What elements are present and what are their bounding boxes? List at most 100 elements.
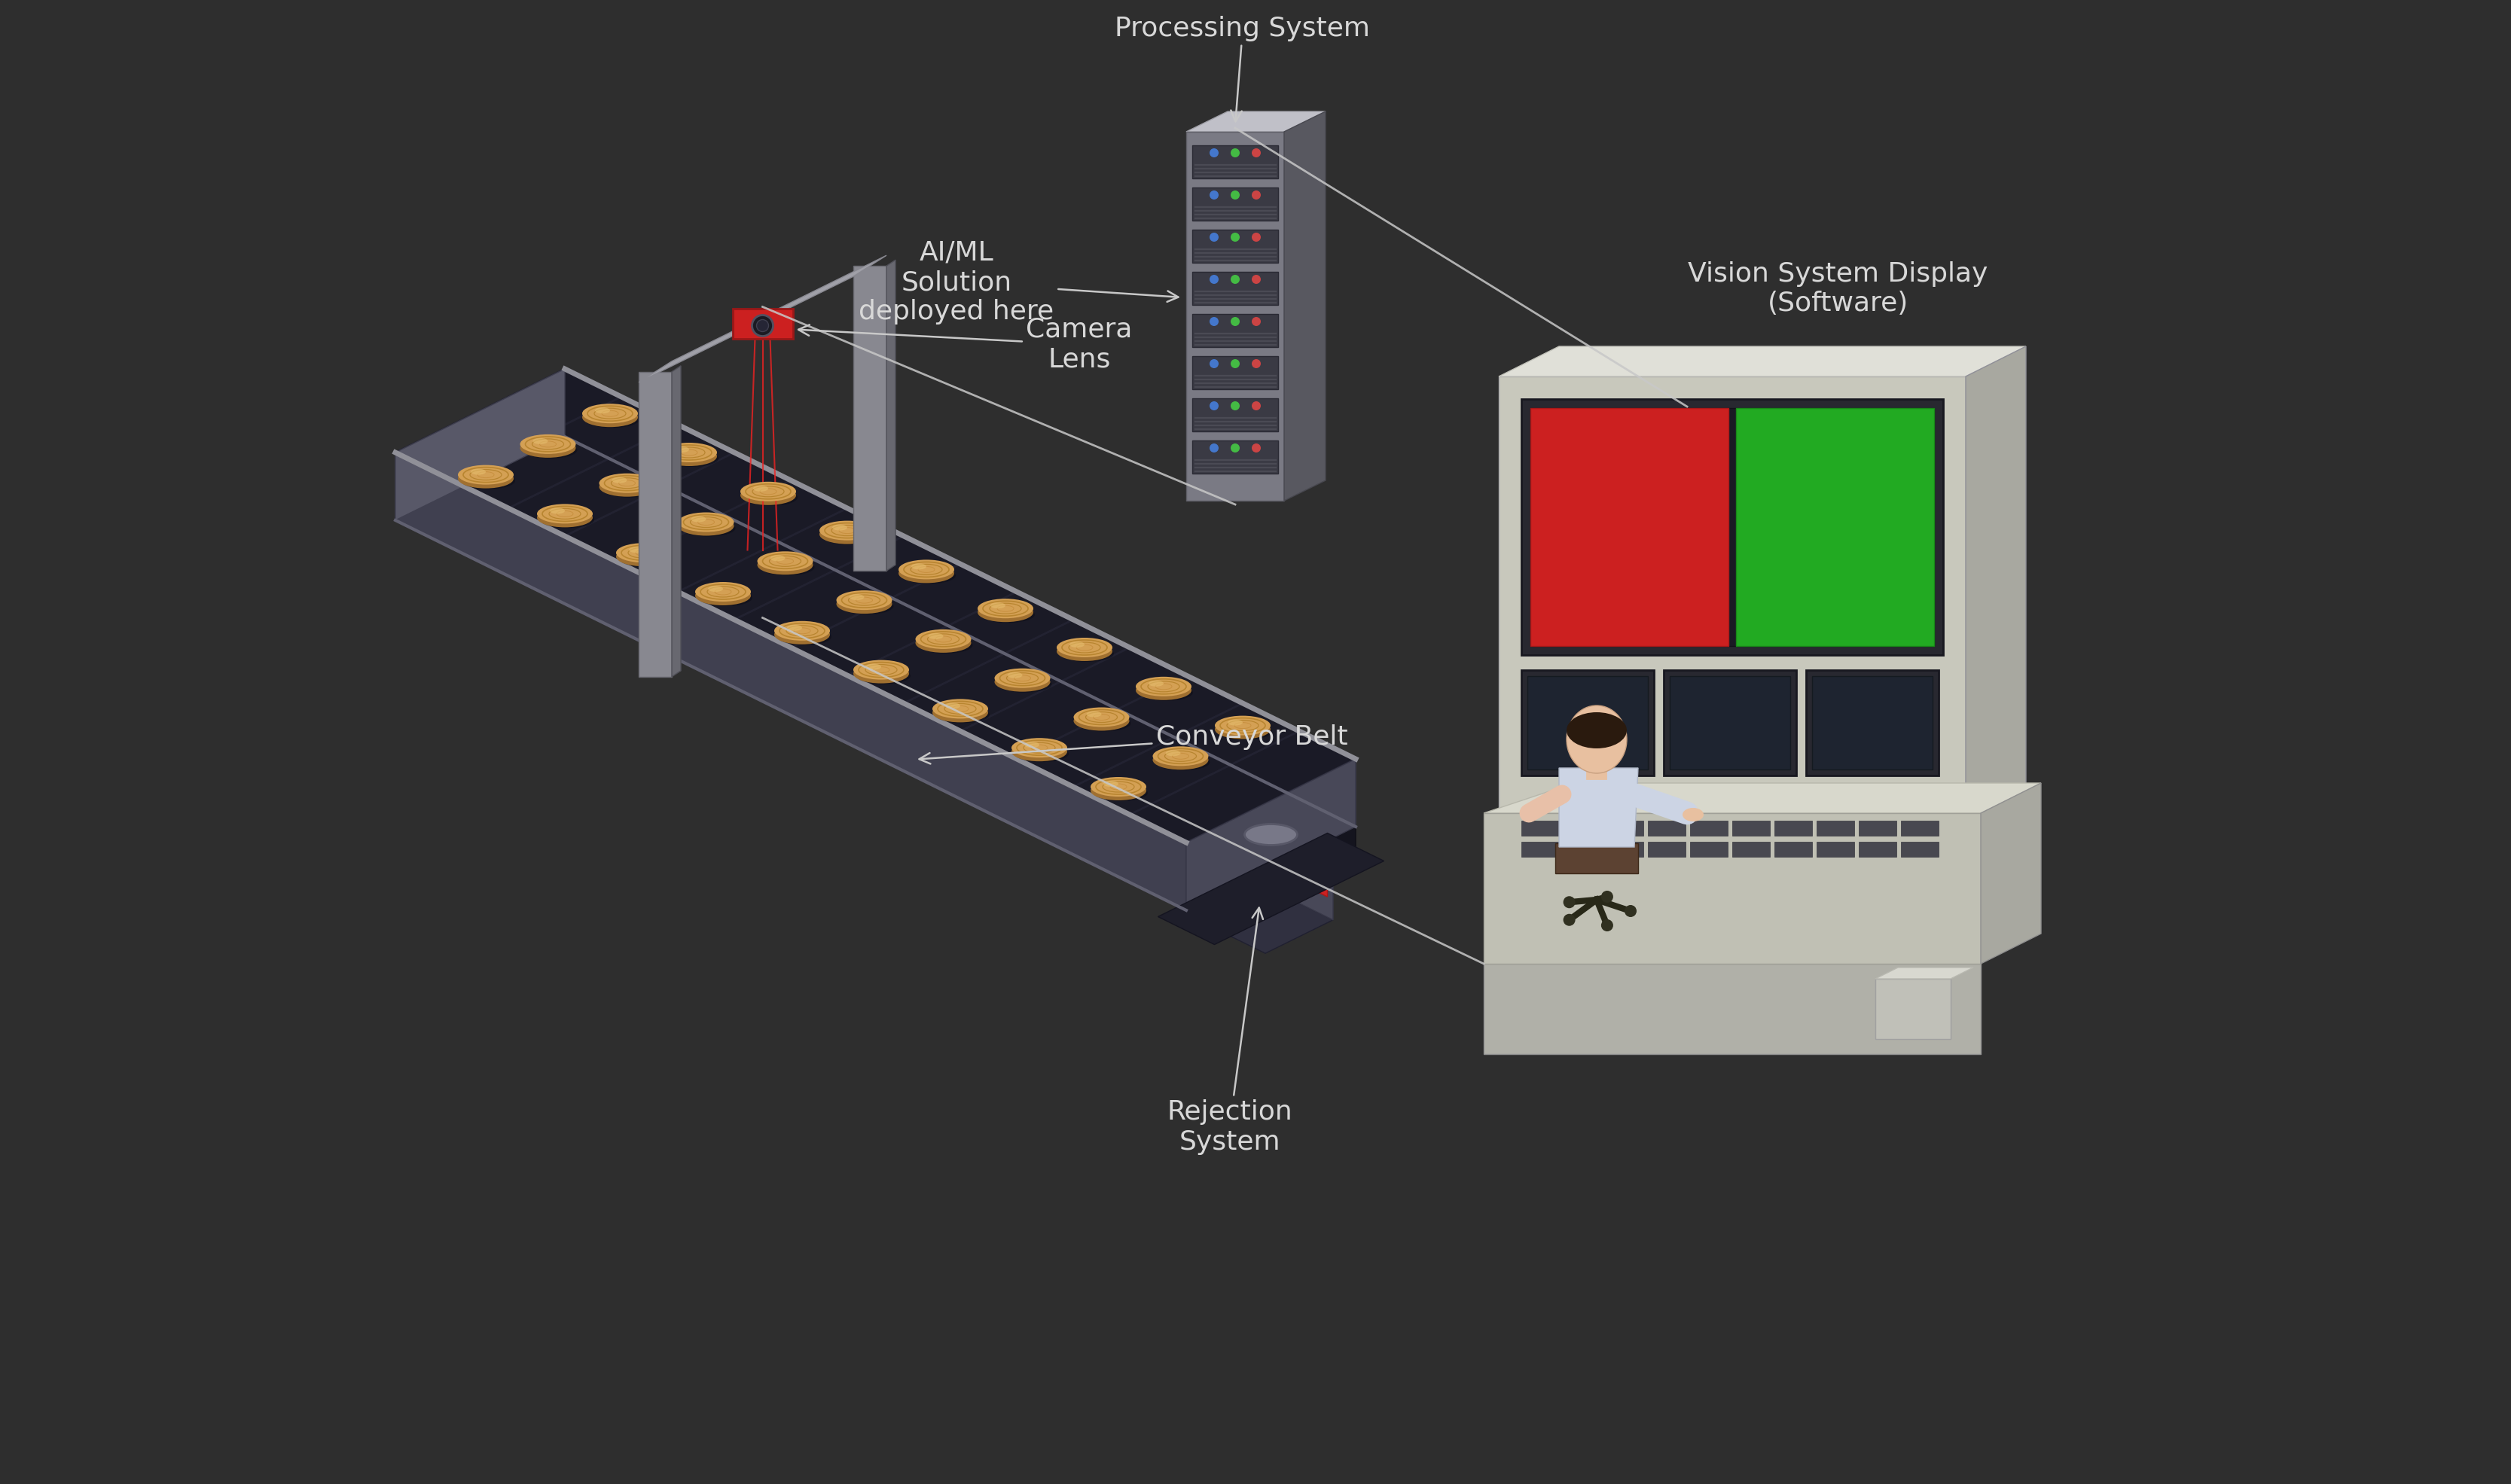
Polygon shape <box>1484 963 1981 1054</box>
Polygon shape <box>1193 378 1276 380</box>
Circle shape <box>1210 190 1218 199</box>
Polygon shape <box>1193 424 1276 426</box>
Ellipse shape <box>932 699 989 718</box>
Ellipse shape <box>673 447 688 453</box>
Text: Processing System: Processing System <box>1115 16 1371 122</box>
Ellipse shape <box>929 634 944 640</box>
Circle shape <box>1230 318 1240 326</box>
Polygon shape <box>1193 171 1276 174</box>
Circle shape <box>1230 444 1240 453</box>
Polygon shape <box>1966 346 2026 813</box>
Polygon shape <box>1193 332 1276 334</box>
Ellipse shape <box>1014 745 1070 763</box>
Polygon shape <box>1193 214 1276 215</box>
Ellipse shape <box>620 551 673 567</box>
Ellipse shape <box>932 703 989 723</box>
Ellipse shape <box>1090 781 1148 800</box>
Ellipse shape <box>994 672 1050 692</box>
Circle shape <box>1210 318 1218 326</box>
Polygon shape <box>1529 408 1728 646</box>
Polygon shape <box>1554 843 1637 874</box>
Polygon shape <box>1193 301 1276 303</box>
Ellipse shape <box>1090 778 1148 797</box>
Ellipse shape <box>532 438 547 444</box>
Polygon shape <box>1283 111 1326 500</box>
Ellipse shape <box>901 567 957 583</box>
Ellipse shape <box>537 508 593 527</box>
Polygon shape <box>1193 255 1276 258</box>
Ellipse shape <box>1148 681 1163 687</box>
Polygon shape <box>394 370 565 521</box>
Ellipse shape <box>660 447 718 466</box>
Ellipse shape <box>628 546 643 554</box>
Ellipse shape <box>917 629 972 649</box>
Circle shape <box>1230 401 1240 411</box>
Ellipse shape <box>982 607 1035 623</box>
Circle shape <box>1602 890 1612 902</box>
Ellipse shape <box>997 675 1052 693</box>
Circle shape <box>1210 275 1218 283</box>
Polygon shape <box>1193 441 1278 473</box>
Polygon shape <box>1522 399 1944 654</box>
Polygon shape <box>1193 289 1276 292</box>
Circle shape <box>1564 896 1574 908</box>
Ellipse shape <box>1075 711 1130 730</box>
Ellipse shape <box>919 637 972 653</box>
Polygon shape <box>1193 230 1278 263</box>
Ellipse shape <box>911 564 927 570</box>
Polygon shape <box>1306 862 1328 896</box>
Ellipse shape <box>583 404 638 423</box>
Polygon shape <box>1876 979 1951 1039</box>
Circle shape <box>1210 233 1218 242</box>
Circle shape <box>1230 359 1240 368</box>
Circle shape <box>1230 233 1240 242</box>
Ellipse shape <box>778 629 831 646</box>
Ellipse shape <box>615 543 673 562</box>
Polygon shape <box>1690 821 1728 835</box>
Ellipse shape <box>866 663 881 669</box>
Ellipse shape <box>613 478 628 484</box>
Polygon shape <box>1775 841 1813 856</box>
Ellipse shape <box>899 559 954 579</box>
Polygon shape <box>1522 821 1559 835</box>
Circle shape <box>1253 233 1261 242</box>
Ellipse shape <box>773 620 831 641</box>
Ellipse shape <box>758 555 814 574</box>
Polygon shape <box>1735 408 1933 646</box>
Polygon shape <box>1193 272 1278 304</box>
Ellipse shape <box>1012 742 1067 761</box>
Ellipse shape <box>462 472 515 490</box>
Ellipse shape <box>856 668 911 684</box>
Ellipse shape <box>1007 672 1022 678</box>
Polygon shape <box>1901 841 1938 856</box>
Circle shape <box>1253 190 1261 199</box>
Polygon shape <box>1564 841 1602 856</box>
Polygon shape <box>638 372 673 677</box>
Polygon shape <box>1193 459 1276 462</box>
Polygon shape <box>1288 850 1333 920</box>
Ellipse shape <box>1077 715 1130 732</box>
Polygon shape <box>1484 784 2041 813</box>
Circle shape <box>1253 444 1261 453</box>
Circle shape <box>1210 401 1218 411</box>
Ellipse shape <box>615 546 673 567</box>
Polygon shape <box>854 266 886 571</box>
Ellipse shape <box>1057 638 1112 657</box>
Polygon shape <box>1193 217 1276 220</box>
Polygon shape <box>1220 898 1333 953</box>
Polygon shape <box>1981 784 2041 963</box>
Ellipse shape <box>678 512 733 531</box>
Polygon shape <box>1193 145 1278 178</box>
Ellipse shape <box>977 603 1035 622</box>
Ellipse shape <box>595 408 610 414</box>
Ellipse shape <box>698 589 753 605</box>
Text: AI/ML
Solution
deployed here: AI/ML Solution deployed here <box>859 240 1178 325</box>
Ellipse shape <box>824 528 876 545</box>
Polygon shape <box>1193 343 1276 346</box>
Polygon shape <box>1193 374 1276 377</box>
Polygon shape <box>1193 335 1276 338</box>
Ellipse shape <box>819 521 876 540</box>
Ellipse shape <box>1153 749 1208 770</box>
Ellipse shape <box>977 598 1035 619</box>
Ellipse shape <box>600 473 655 493</box>
